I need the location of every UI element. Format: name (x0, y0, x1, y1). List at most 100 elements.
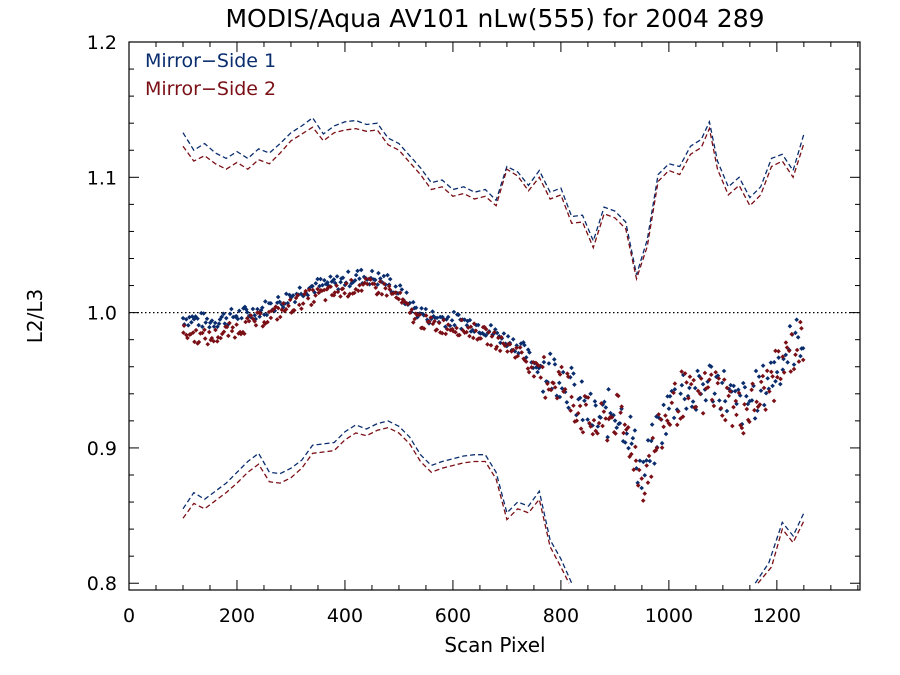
data-point-mirror-side-1 (464, 323, 470, 328)
data-point-mirror-side-2 (531, 374, 537, 379)
data-point-mirror-side-1 (185, 323, 191, 328)
legend-entry-mirror-side-2: Mirror−Side 2 (145, 78, 276, 100)
data-point-mirror-side-2 (459, 317, 464, 323)
data-point-mirror-side-2 (715, 380, 721, 386)
data-point-mirror-side-1 (724, 408, 730, 414)
data-point-mirror-side-1 (731, 383, 736, 389)
data-point-mirror-side-1 (331, 277, 337, 282)
data-point-mirror-side-2 (460, 328, 466, 333)
data-point-mirror-side-2 (444, 326, 450, 332)
data-point-mirror-side-2 (697, 391, 703, 397)
data-point-mirror-side-1 (338, 279, 343, 285)
data-point-mirror-side-2 (758, 379, 764, 385)
data-point-mirror-side-2 (202, 327, 207, 333)
data-point-mirror-side-1 (496, 333, 502, 339)
data-point-mirror-side-2 (615, 393, 621, 399)
data-point-mirror-side-1 (222, 321, 228, 326)
data-point-mirror-side-2 (376, 290, 381, 296)
data-point-mirror-side-2 (798, 319, 803, 325)
data-point-mirror-side-2 (796, 359, 802, 364)
data-point-mirror-side-2 (666, 421, 672, 426)
data-point-mirror-side-2 (242, 331, 247, 337)
data-point-mirror-side-1 (440, 314, 445, 320)
data-point-mirror-side-2 (423, 313, 429, 318)
data-point-mirror-side-1 (183, 316, 189, 322)
data-point-mirror-side-1 (263, 299, 268, 304)
data-point-mirror-side-1 (200, 324, 205, 330)
data-point-mirror-side-1 (236, 308, 242, 314)
data-point-mirror-side-1 (540, 389, 546, 394)
data-point-mirror-side-1 (250, 306, 256, 312)
data-point-mirror-side-2 (457, 332, 462, 338)
data-point-mirror-side-1 (598, 415, 603, 420)
data-point-mirror-side-2 (601, 409, 607, 414)
data-point-mirror-side-1 (193, 314, 198, 319)
data-point-mirror-side-2 (642, 491, 648, 496)
data-point-mirror-side-1 (765, 376, 770, 381)
data-point-mirror-side-2 (621, 430, 626, 436)
data-point-mirror-side-2 (238, 331, 244, 337)
plot-data-layer (129, 116, 860, 584)
axis-ticks: 0 200 400 600 800 1000 1200 0.8 0.9 1.0 1.1 1.2 (87, 32, 860, 627)
data-point-mirror-side-1 (407, 300, 413, 306)
data-point-mirror-side-1 (794, 317, 799, 322)
data-point-mirror-side-1 (667, 393, 673, 399)
lower-band-right-mirror-side-1 (754, 512, 805, 584)
data-point-mirror-side-1 (778, 381, 783, 387)
data-point-mirror-side-2 (309, 302, 314, 308)
data-point-mirror-side-1 (774, 369, 780, 375)
data-point-mirror-side-2 (742, 402, 747, 407)
plot-frame (128, 41, 861, 591)
data-point-mirror-side-2 (412, 316, 418, 322)
data-point-mirror-side-2 (633, 444, 638, 450)
data-point-mirror-side-1 (207, 320, 213, 326)
data-point-mirror-side-2 (494, 344, 500, 350)
data-point-mirror-side-2 (769, 369, 774, 375)
data-point-mirror-side-1 (770, 383, 775, 389)
data-point-mirror-side-2 (397, 290, 403, 296)
data-point-mirror-side-2 (721, 377, 727, 382)
data-point-mirror-side-1 (310, 283, 315, 289)
data-point-mirror-side-1 (585, 417, 590, 422)
data-point-mirror-side-1 (582, 398, 587, 404)
data-point-mirror-side-1 (703, 398, 709, 403)
data-point-mirror-side-1 (239, 315, 244, 321)
data-point-mirror-side-1 (196, 322, 201, 328)
data-point-mirror-side-2 (407, 310, 413, 316)
data-point-mirror-side-1 (430, 309, 435, 314)
data-point-mirror-side-1 (708, 364, 714, 369)
data-point-mirror-side-2 (348, 277, 354, 283)
data-point-mirror-side-2 (599, 401, 604, 406)
data-point-mirror-side-1 (654, 414, 659, 419)
data-point-mirror-side-1 (791, 362, 797, 367)
data-point-mirror-side-1 (413, 305, 419, 310)
data-point-mirror-side-1 (339, 276, 344, 281)
data-point-mirror-side-2 (226, 333, 231, 339)
data-point-mirror-side-1 (358, 267, 364, 273)
data-point-mirror-side-2 (505, 349, 510, 354)
data-point-mirror-side-2 (428, 315, 434, 320)
data-point-mirror-side-2 (293, 295, 299, 301)
data-point-mirror-side-2 (763, 407, 768, 412)
data-point-mirror-side-2 (387, 287, 393, 292)
data-point-mirror-side-1 (606, 387, 611, 392)
data-point-mirror-side-1 (737, 393, 743, 398)
data-point-mirror-side-1 (180, 315, 186, 321)
data-point-mirror-side-1 (612, 418, 618, 423)
data-point-mirror-side-2 (244, 315, 250, 321)
data-point-mirror-side-1 (684, 406, 689, 411)
data-point-mirror-side-2 (230, 325, 236, 330)
data-point-mirror-side-2 (629, 451, 634, 457)
data-point-mirror-side-2 (399, 300, 405, 305)
data-point-mirror-side-2 (519, 350, 524, 355)
data-point-mirror-side-2 (793, 352, 798, 357)
data-point-mirror-side-2 (698, 376, 704, 381)
data-point-mirror-side-2 (439, 330, 445, 336)
x-axis-label: Scan Pixel (444, 633, 545, 657)
data-point-mirror-side-2 (514, 345, 519, 351)
data-point-mirror-side-1 (566, 405, 571, 411)
data-point-mirror-side-1 (700, 381, 706, 387)
data-point-mirror-side-2 (719, 413, 725, 418)
data-point-mirror-side-1 (632, 428, 638, 433)
data-point-mirror-side-1 (221, 311, 226, 317)
